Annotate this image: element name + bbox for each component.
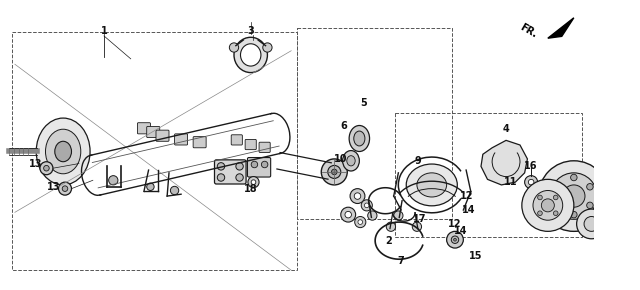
FancyBboxPatch shape — [259, 142, 270, 153]
Circle shape — [340, 207, 356, 222]
Circle shape — [447, 231, 463, 248]
Circle shape — [451, 236, 459, 243]
Text: 3: 3 — [247, 26, 254, 36]
Text: 12: 12 — [460, 191, 474, 201]
Polygon shape — [548, 18, 574, 38]
Text: 10: 10 — [334, 154, 348, 164]
Circle shape — [394, 211, 403, 220]
Text: 5: 5 — [360, 98, 367, 108]
Text: 13: 13 — [47, 182, 61, 192]
Circle shape — [218, 174, 225, 181]
Circle shape — [522, 179, 574, 231]
Circle shape — [554, 195, 558, 200]
Circle shape — [554, 211, 558, 215]
Ellipse shape — [55, 141, 72, 162]
Circle shape — [358, 220, 363, 224]
Circle shape — [170, 186, 179, 195]
Circle shape — [109, 176, 118, 185]
Polygon shape — [481, 140, 527, 185]
Text: 7: 7 — [397, 256, 404, 266]
Circle shape — [321, 159, 348, 185]
Circle shape — [350, 188, 365, 204]
Circle shape — [387, 222, 396, 231]
FancyBboxPatch shape — [193, 137, 206, 148]
Circle shape — [364, 203, 369, 208]
Circle shape — [554, 184, 561, 190]
Circle shape — [541, 199, 554, 212]
Circle shape — [345, 211, 351, 218]
Text: 1: 1 — [100, 26, 108, 36]
Circle shape — [577, 209, 606, 239]
Circle shape — [218, 163, 225, 170]
Circle shape — [251, 180, 256, 184]
Ellipse shape — [406, 164, 458, 206]
Circle shape — [62, 186, 68, 191]
Circle shape — [533, 191, 563, 220]
Text: 18: 18 — [244, 184, 257, 194]
Ellipse shape — [234, 37, 268, 72]
Circle shape — [412, 222, 422, 231]
Ellipse shape — [347, 156, 355, 166]
Text: 11: 11 — [504, 177, 518, 187]
Text: 2: 2 — [386, 236, 392, 246]
Circle shape — [454, 238, 456, 241]
Circle shape — [538, 195, 542, 200]
Circle shape — [538, 211, 542, 215]
Circle shape — [263, 43, 272, 52]
Circle shape — [361, 200, 372, 211]
Text: 14: 14 — [462, 205, 476, 215]
Circle shape — [332, 169, 337, 175]
Circle shape — [554, 202, 561, 209]
FancyBboxPatch shape — [231, 135, 243, 145]
Text: 9: 9 — [415, 156, 421, 166]
Circle shape — [147, 183, 154, 191]
Circle shape — [355, 217, 366, 228]
Circle shape — [236, 163, 243, 170]
Circle shape — [44, 165, 49, 171]
Circle shape — [587, 184, 593, 190]
Circle shape — [550, 173, 597, 219]
Circle shape — [571, 174, 577, 181]
Text: 16: 16 — [524, 161, 538, 171]
Circle shape — [251, 161, 258, 168]
Ellipse shape — [417, 173, 447, 197]
Circle shape — [58, 182, 72, 195]
Ellipse shape — [342, 151, 359, 171]
Circle shape — [571, 211, 577, 218]
Text: 4: 4 — [502, 124, 509, 134]
Text: 14: 14 — [454, 226, 467, 236]
Circle shape — [368, 211, 377, 220]
Circle shape — [529, 179, 534, 185]
Circle shape — [355, 193, 361, 199]
FancyBboxPatch shape — [245, 139, 256, 150]
Circle shape — [538, 161, 609, 231]
Circle shape — [525, 176, 538, 189]
Circle shape — [40, 162, 53, 175]
Text: 13: 13 — [29, 159, 42, 168]
Circle shape — [261, 161, 268, 168]
FancyBboxPatch shape — [156, 130, 169, 141]
Circle shape — [328, 165, 340, 178]
Ellipse shape — [36, 118, 90, 185]
Text: 17: 17 — [413, 214, 426, 224]
Circle shape — [587, 202, 593, 209]
FancyBboxPatch shape — [147, 126, 160, 137]
Ellipse shape — [45, 129, 81, 174]
FancyBboxPatch shape — [175, 134, 188, 145]
Circle shape — [229, 43, 239, 52]
Text: 12: 12 — [448, 219, 461, 229]
FancyBboxPatch shape — [248, 157, 271, 177]
Ellipse shape — [354, 131, 365, 146]
Ellipse shape — [241, 44, 261, 66]
Text: 6: 6 — [340, 122, 347, 131]
Circle shape — [563, 185, 585, 207]
FancyBboxPatch shape — [138, 123, 150, 134]
Circle shape — [584, 217, 599, 231]
FancyBboxPatch shape — [214, 160, 246, 184]
Ellipse shape — [349, 126, 369, 151]
Text: 15: 15 — [468, 251, 482, 261]
Text: FR.: FR. — [518, 22, 538, 40]
Circle shape — [236, 174, 243, 181]
Circle shape — [248, 177, 259, 188]
